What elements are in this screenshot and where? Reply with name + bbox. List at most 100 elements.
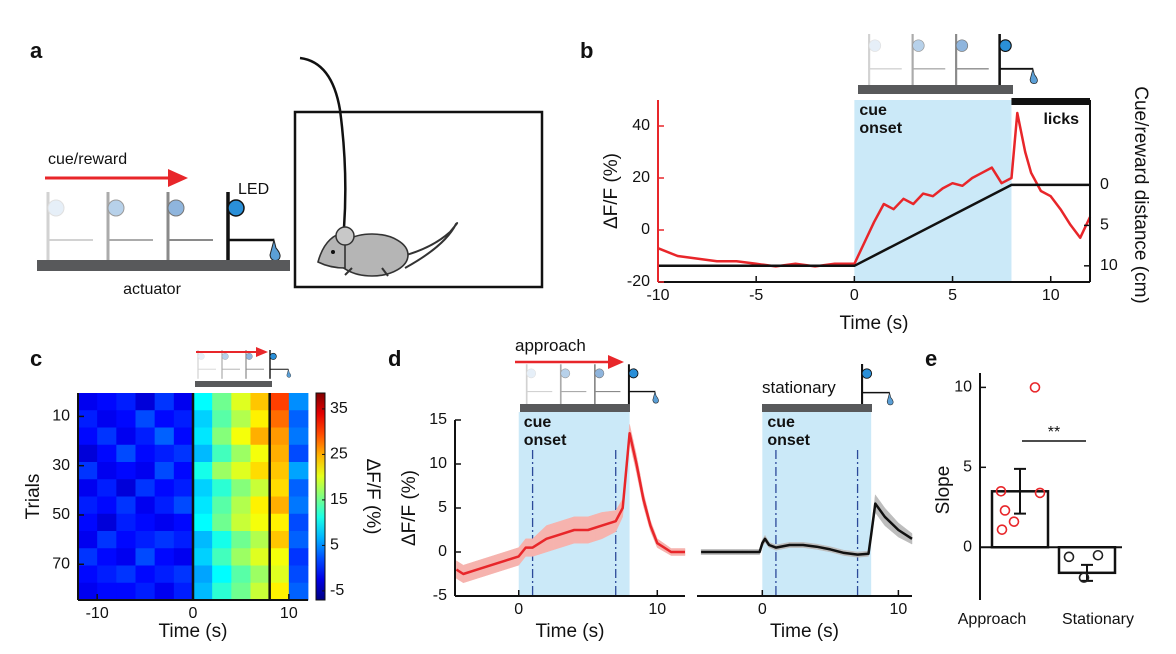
heat-cell [212,548,232,566]
error-bar [1014,467,1026,515]
y-tick-label: 30 [52,457,70,474]
x-tick-label: 0 [189,605,198,622]
panel-label: e [925,346,937,371]
cue-label: cue/reward [48,151,127,168]
heat-cell [250,479,271,497]
heat-cell [173,531,194,549]
heat-cell [193,513,213,532]
heat-cell [231,582,251,601]
heat-cell [250,513,271,532]
heat-cell [231,513,251,532]
y-tick-label: 5 [438,499,447,516]
heat-cell [269,427,290,446]
category-label: Stationary [1062,611,1134,628]
heat-cell [212,513,232,532]
heat-cell [173,410,194,428]
heat-cell [173,565,194,584]
y-tick-label: 10 [1100,257,1118,274]
heat-cell [97,444,117,463]
heat-cell [212,410,232,428]
heat-cell [269,531,290,549]
heat-cell [173,444,194,463]
x-tick-label: 5 [948,287,957,304]
trace [701,502,913,556]
x-tick-label: 10 [280,605,298,622]
heat-cell [250,582,271,601]
heat-cell [78,582,98,601]
heat-cell [269,496,290,515]
error-band [891,514,906,541]
heat-cell [288,548,309,566]
heat-cell [288,393,309,411]
cue-span [762,412,872,596]
heat-cell [231,496,251,515]
heat-cell [288,565,309,584]
data-point [1034,487,1046,499]
heat-cell [212,479,232,497]
heat-cell [135,496,156,515]
panel-a-diagram [37,56,544,289]
y-tick-label: 10 [954,379,972,396]
x-tick-label: 0 [514,601,523,618]
heat-cell [97,582,117,601]
heat-cell [193,410,213,428]
heat-cell [250,548,271,566]
heat-cell [135,548,156,566]
heat-cell [269,444,290,463]
data-point [1063,551,1075,563]
y-tick-label: 10 [429,455,447,472]
colorbar-tick-label: -5 [330,582,344,599]
colorbar-tick-label: 5 [330,537,339,554]
heat-cell [231,565,251,584]
heat-cell [78,410,98,428]
data-point [999,505,1011,516]
y-tick-label: 70 [52,555,70,572]
heat-cell [116,513,136,532]
trace [455,431,685,576]
heat-cell [154,462,175,480]
y2-axis-label: Cue/reward distance (cm) [1130,86,1151,304]
heat-cell [135,513,156,532]
heat-cell [250,565,271,584]
heat-cell [78,496,98,515]
heat-cell [173,582,194,601]
heat-cell [250,427,271,446]
heat-cell [78,427,98,446]
y-tick-label: 20 [632,169,650,186]
x-tick-label: -10 [646,287,669,304]
heat-cell [250,410,271,428]
heat-cell [154,444,175,463]
heat-cell [269,393,290,411]
y-axis-label: Slope [933,466,954,515]
heat-cell [250,496,271,515]
heat-cell [97,479,117,497]
category-label: Approach [958,611,1027,628]
x-tick-label: 0 [850,287,859,304]
heat-cell [269,410,290,428]
panel-label: c [30,346,42,371]
y-tick-label: 5 [963,459,972,476]
heat-cell [116,565,136,584]
annotation: licks [1043,111,1079,128]
heat-cell [269,479,290,497]
heat-cell [78,548,98,566]
x-tick-label: 10 [1042,287,1060,304]
heat-cell [173,513,194,532]
heat-cell [250,531,271,549]
heat-cell [288,479,309,497]
colorbar-tick-label: 15 [330,491,348,508]
data-point [1008,516,1020,527]
trace [658,183,1090,268]
heat-cell [193,582,213,601]
heat-cell [288,513,309,532]
data-point [1029,382,1041,393]
heat-cell [231,427,251,446]
heat-cell [231,531,251,549]
heat-cell [154,513,175,532]
data-point [1092,549,1104,561]
heat-cell [97,410,117,428]
heat-cell [154,393,175,411]
heat-cell [212,393,232,411]
licks [1011,98,1090,105]
